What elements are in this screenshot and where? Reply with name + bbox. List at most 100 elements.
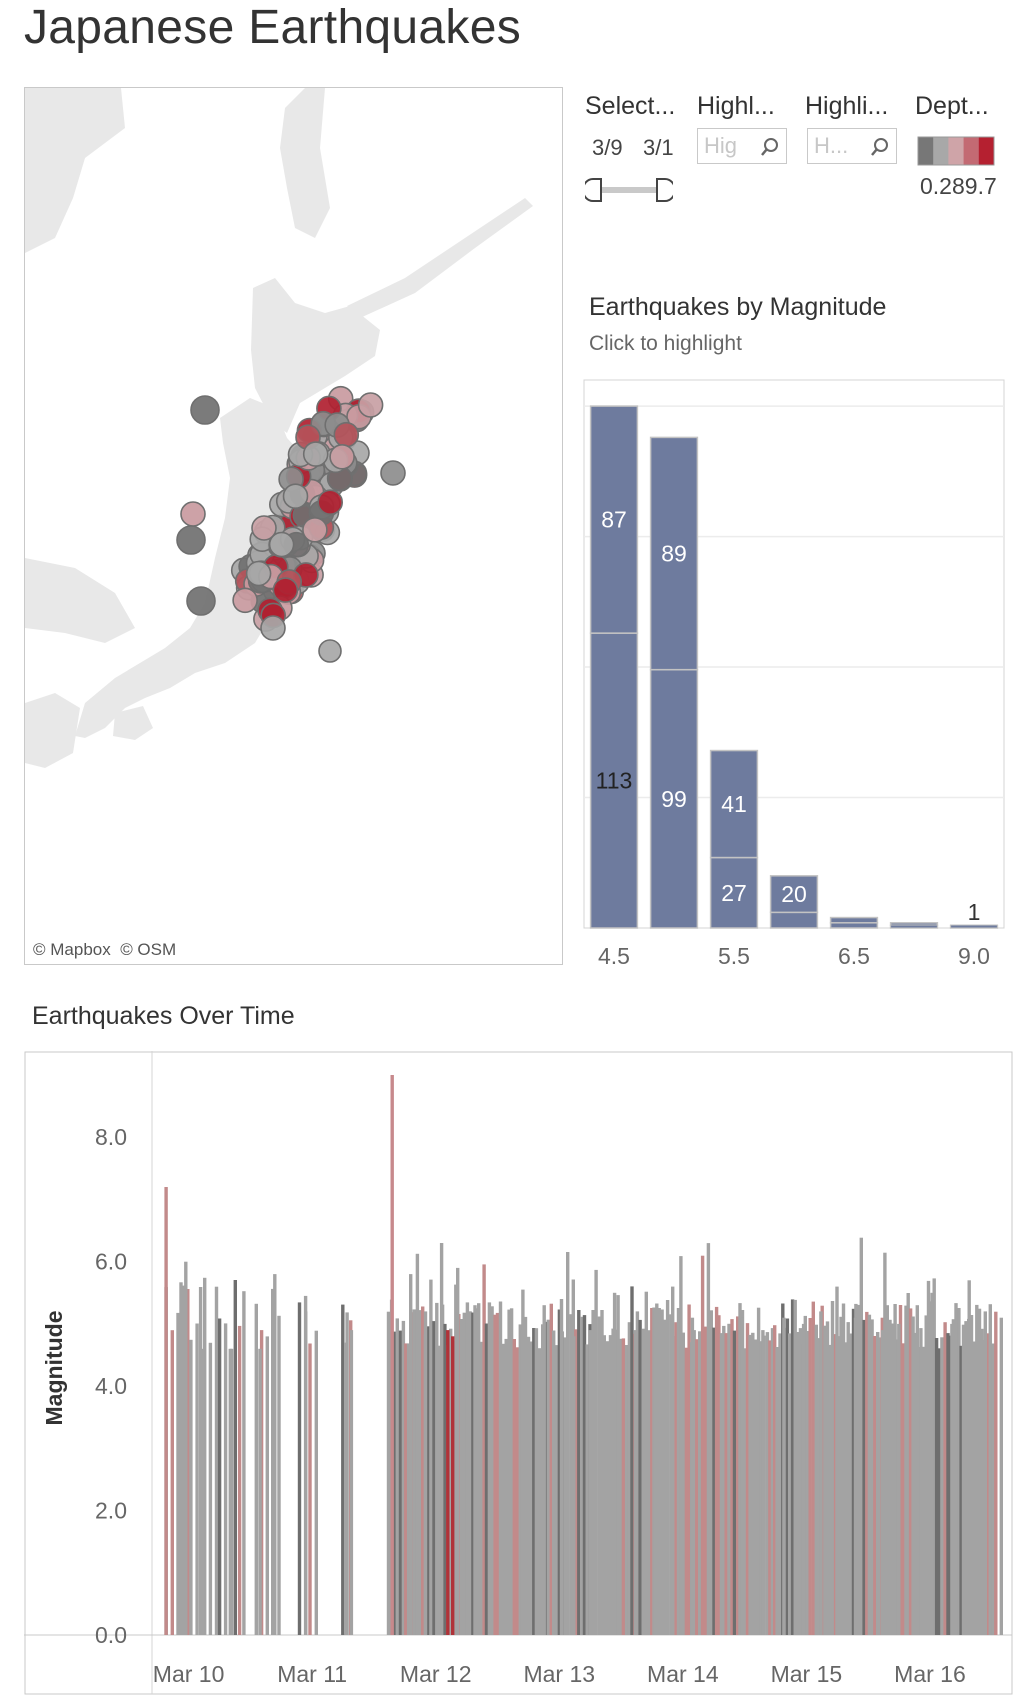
quake-bar[interactable]: [459, 1319, 464, 1635]
quake-bar[interactable]: [233, 1280, 237, 1635]
earthquake-point[interactable]: [302, 441, 329, 467]
quake-bar[interactable]: [392, 1331, 397, 1635]
search-icon[interactable]: [870, 137, 890, 157]
quake-bar[interactable]: [778, 1333, 782, 1635]
quake-bar[interactable]: [873, 1336, 877, 1635]
quake-bar[interactable]: [983, 1311, 987, 1635]
quake-bar[interactable]: [398, 1330, 403, 1635]
quake-bar[interactable]: [808, 1318, 812, 1635]
quake-bar[interactable]: [788, 1333, 792, 1635]
quake-bar[interactable]: [801, 1323, 806, 1635]
quake-bar[interactable]: [650, 1308, 654, 1635]
magnitude-bar-chart[interactable]: 113 87 99 89 27 41 20 1 4.5 5.5 6.5 9.0: [580, 378, 1006, 970]
quake-bar[interactable]: [959, 1345, 963, 1635]
quake-bar[interactable]: [657, 1308, 661, 1635]
quake-bar[interactable]: [690, 1317, 695, 1635]
quake-bar[interactable]: [572, 1336, 576, 1635]
quake-bar[interactable]: [937, 1348, 941, 1635]
quake-bar[interactable]: [208, 1342, 213, 1635]
quake-bar[interactable]: [229, 1348, 234, 1635]
quake-bar[interactable]: [523, 1316, 528, 1635]
quake-bar[interactable]: [748, 1334, 752, 1635]
quake-bar[interactable]: [870, 1319, 874, 1635]
quake-bar[interactable]: [304, 1311, 308, 1635]
quake-bar[interactable]: [644, 1291, 648, 1635]
depth-color-swatch[interactable]: [963, 137, 980, 165]
quake-bar[interactable]: [600, 1310, 604, 1635]
quake-bar[interactable]: [507, 1309, 511, 1635]
earthquake-point[interactable]: [190, 395, 220, 425]
quake-bar[interactable]: [967, 1280, 971, 1635]
quake-bar[interactable]: [743, 1348, 747, 1635]
quake-bar[interactable]: [577, 1310, 581, 1635]
quake-bar[interactable]: [439, 1243, 444, 1635]
quake-bar[interactable]: [761, 1330, 765, 1635]
osm-credit[interactable]: © OSM: [120, 940, 177, 959]
quake-bar[interactable]: [258, 1348, 262, 1635]
quake-bar[interactable]: [566, 1252, 570, 1635]
quake-bar[interactable]: [184, 1261, 188, 1635]
earthquake-point[interactable]: [186, 586, 216, 616]
quake-bar[interactable]: [687, 1304, 691, 1636]
magnitude-bar-segment[interactable]: [649, 668, 699, 929]
quake-bar[interactable]: [770, 1328, 775, 1635]
quake-bar[interactable]: [932, 1278, 936, 1635]
quake-bar[interactable]: [919, 1328, 923, 1635]
quake-bar[interactable]: [277, 1315, 281, 1635]
quake-bar[interactable]: [714, 1306, 719, 1635]
quake-bar[interactable]: [785, 1318, 790, 1636]
quake-bar[interactable]: [432, 1321, 436, 1635]
quake-bar[interactable]: [964, 1321, 968, 1635]
earthquake-point[interactable]: [272, 577, 299, 603]
quake-bar[interactable]: [738, 1303, 742, 1635]
quake-bar[interactable]: [811, 1301, 815, 1635]
quake-bar[interactable]: [857, 1304, 861, 1635]
earthquake-point[interactable]: [245, 560, 272, 587]
quake-bar[interactable]: [493, 1314, 497, 1635]
quake-bar[interactable]: [934, 1338, 939, 1635]
quake-bar[interactable]: [765, 1332, 770, 1635]
slider-track[interactable]: [595, 187, 663, 193]
quake-bar[interactable]: [977, 1308, 982, 1635]
quake-bar[interactable]: [546, 1319, 550, 1635]
quake-bar[interactable]: [189, 1339, 193, 1635]
quake-bar[interactable]: [501, 1343, 506, 1635]
quake-bar[interactable]: [692, 1330, 696, 1635]
quake-bar[interactable]: [878, 1337, 882, 1635]
quake-bar[interactable]: [665, 1300, 670, 1635]
quake-bar[interactable]: [641, 1328, 646, 1635]
quake-bar[interactable]: [242, 1291, 246, 1635]
depth-color-scale[interactable]: [917, 136, 995, 166]
quake-bar[interactable]: [862, 1319, 866, 1635]
quake-bar[interactable]: [790, 1299, 795, 1635]
quake-bar[interactable]: [217, 1318, 222, 1636]
quake-bar[interactable]: [170, 1330, 174, 1635]
quake-bar[interactable]: [409, 1274, 413, 1635]
quake-bar[interactable]: [426, 1326, 430, 1635]
quake-bar[interactable]: [695, 1339, 699, 1635]
quake-bar[interactable]: [612, 1292, 617, 1635]
quake-bar[interactable]: [653, 1311, 658, 1635]
quake-bar[interactable]: [732, 1330, 737, 1635]
quake-bar[interactable]: [681, 1332, 685, 1635]
quake-bar[interactable]: [703, 1326, 708, 1635]
quake-bar[interactable]: [554, 1345, 559, 1635]
magnitude-bar-segment[interactable]: [829, 922, 879, 929]
quake-bar[interactable]: [638, 1319, 642, 1635]
quake-bar[interactable]: [482, 1264, 486, 1635]
quake-bar[interactable]: [946, 1333, 950, 1635]
quake-bar[interactable]: [893, 1304, 897, 1635]
quake-bar[interactable]: [404, 1343, 408, 1635]
quake-bar[interactable]: [297, 1302, 302, 1635]
magnitude-bar-segment[interactable]: [769, 875, 819, 914]
quake-bar[interactable]: [756, 1307, 761, 1635]
quake-bar[interactable]: [480, 1341, 484, 1635]
magnitude-bar-segment[interactable]: [709, 856, 759, 929]
earthquake-point[interactable]: [251, 515, 277, 541]
quake-bar[interactable]: [344, 1342, 349, 1635]
quake-bar[interactable]: [254, 1303, 258, 1635]
quake-bar[interactable]: [176, 1312, 180, 1635]
quake-bar[interactable]: [401, 1320, 406, 1635]
quake-bar[interactable]: [265, 1336, 269, 1635]
quake-bar[interactable]: [924, 1315, 928, 1635]
